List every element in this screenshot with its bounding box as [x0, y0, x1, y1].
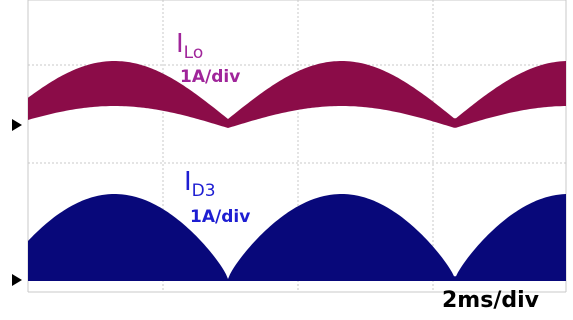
bottom-scale: 1A/div	[190, 207, 250, 227]
top-trace-label: ILo	[176, 29, 203, 63]
top-label-sub: Lo	[184, 43, 204, 63]
top-waveform	[28, 61, 566, 128]
bottom-ground-marker	[12, 274, 22, 286]
waveforms	[28, 61, 566, 281]
top-ground-marker	[12, 119, 22, 131]
scope-screen: ILo 1A/div ID3 1A/div 2ms/div	[0, 0, 573, 320]
top-label-main: I	[176, 29, 184, 59]
bottom-label-main: I	[184, 167, 192, 197]
bottom-label-sub: D3	[192, 181, 216, 201]
time-scale: 2ms/div	[442, 288, 540, 313]
bottom-waveform	[28, 194, 566, 281]
top-scale: 1A/div	[180, 67, 240, 87]
bottom-trace-label: ID3	[184, 167, 216, 201]
